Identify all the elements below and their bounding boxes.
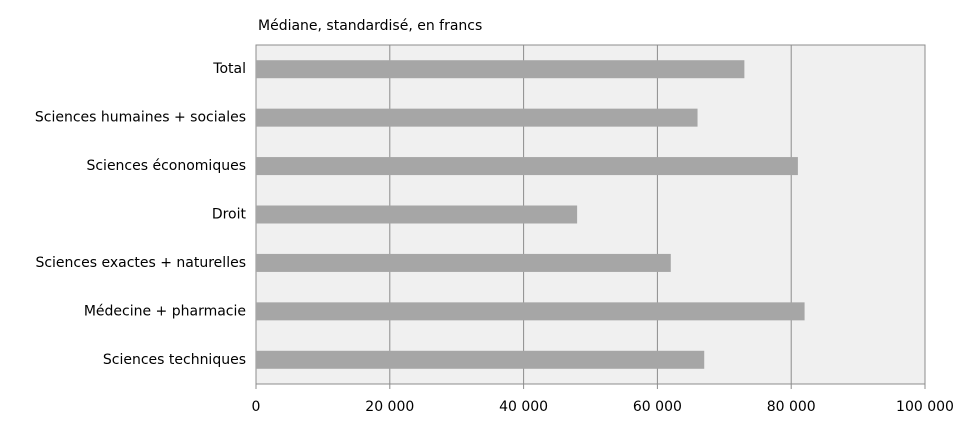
- bar: [256, 157, 798, 176]
- x-tick-label: 80 000: [767, 399, 816, 415]
- bar: [256, 350, 705, 369]
- y-tick-label: Sciences économiques: [86, 158, 246, 174]
- x-tick-label: 40 000: [499, 399, 548, 415]
- chart-title: Médiane, standardisé, en francs: [258, 18, 482, 34]
- x-tick-label: 0: [252, 399, 261, 415]
- x-tick-label: 100 000: [896, 399, 954, 415]
- y-tick-label: Médecine + pharmacie: [84, 303, 246, 319]
- y-tick-label: Sciences exactes + naturelles: [35, 255, 246, 271]
- y-tick-label: Droit: [212, 207, 247, 223]
- y-tick-label: Total: [212, 61, 246, 77]
- bar: [256, 60, 745, 79]
- bar: [256, 302, 805, 321]
- y-tick-label: Sciences humaines + sociales: [35, 110, 246, 126]
- bar: [256, 205, 578, 224]
- bar: [256, 253, 671, 272]
- x-tick-label: 60 000: [633, 399, 682, 415]
- bar: [256, 108, 698, 127]
- x-tick-label: 20 000: [365, 399, 414, 415]
- y-tick-label: Sciences techniques: [103, 352, 246, 368]
